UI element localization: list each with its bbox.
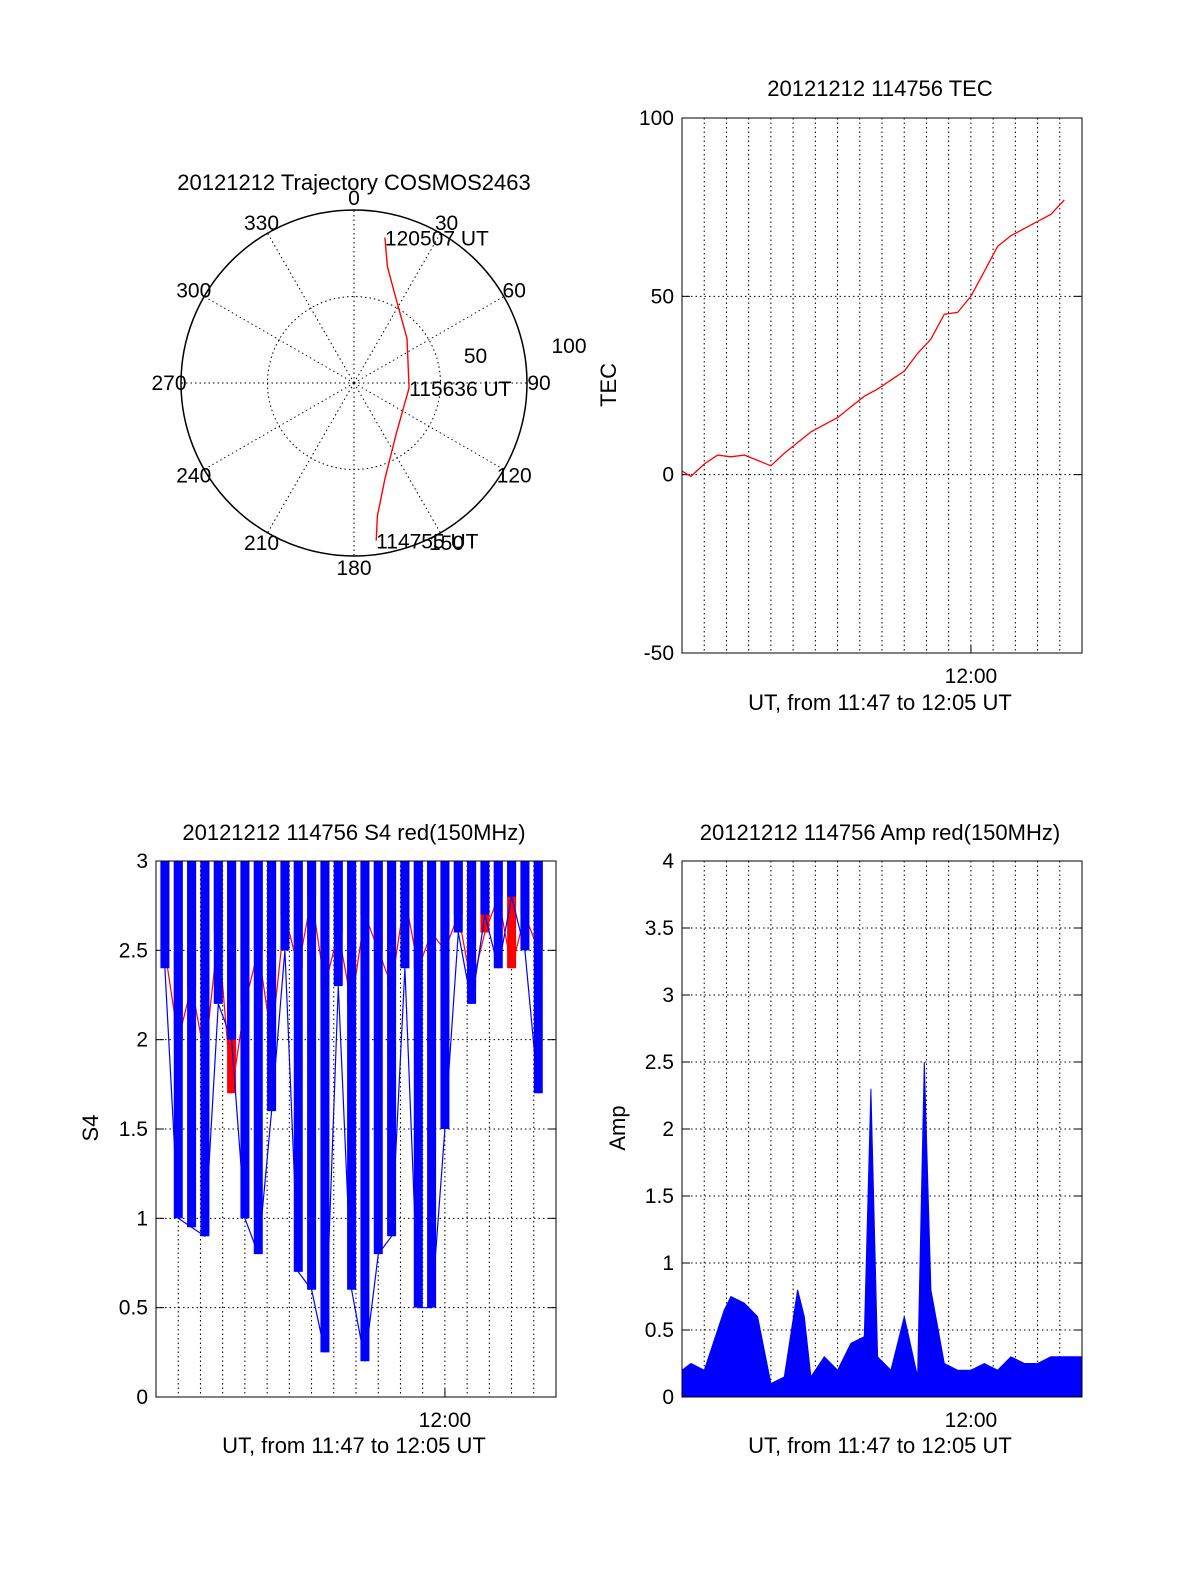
y-tick-label: 2 — [136, 1029, 148, 1052]
amp-panel: 20121212 114756 Amp red(150MHz) Amp UT, … — [605, 820, 1083, 1458]
y-tick-label: 2 — [662, 1118, 674, 1141]
polar-spoke-210 — [267, 382, 355, 534]
y-tick-label: 0.5 — [645, 1319, 674, 1342]
y-tick-label: 1 — [662, 1252, 674, 1275]
polar-azimuth-label: 30 — [435, 212, 458, 235]
polar-spoke-30 — [353, 232, 441, 384]
polar-azimuth-label: 60 — [503, 280, 526, 303]
polar-outer-circle — [180, 209, 528, 557]
trajectory-title: 20121212 Trajectory COSMOS2463 — [177, 170, 530, 195]
y-tick-label: 1.5 — [645, 1185, 674, 1208]
polar-azimuth-label: 330 — [244, 212, 279, 235]
polar-radial-label: 100 — [551, 335, 586, 358]
polar-spoke-300 — [203, 296, 355, 384]
polar-azimuth-label: 0 — [348, 187, 360, 210]
x-tick-label: 12:00 — [945, 665, 998, 688]
polar-spoke-60 — [353, 296, 505, 384]
polar-spoke-120 — [353, 382, 505, 470]
polar-azimuth-label: 90 — [527, 372, 550, 395]
amp-title: 20121212 114756 Amp red(150MHz) — [700, 820, 1060, 845]
y-tick-label: 3 — [136, 850, 148, 873]
trajectory-time-label: 114755 UT — [376, 531, 479, 554]
plot-frame — [681, 860, 1083, 1398]
y-tick-label: 4 — [662, 850, 674, 873]
amp-ylabel: Amp — [605, 1105, 630, 1150]
y-tick-label: 0 — [662, 1386, 674, 1409]
s4-xlabel: UT, from 11:47 to 12:05 UT — [222, 1433, 486, 1458]
y-tick-label: 3.5 — [645, 917, 674, 940]
polar-spoke-150 — [353, 382, 441, 534]
plot-frame — [681, 117, 1083, 654]
polar-azimuth-label: 300 — [176, 280, 211, 303]
series-area — [681, 1061, 1083, 1398]
y-tick-label: 0.5 — [119, 1297, 148, 1320]
y-tick-label: 0 — [136, 1386, 148, 1409]
y-tick-label: 1.5 — [119, 1118, 148, 1141]
trajectory-panel: 20121212 Trajectory COSMOS2463 0 30 60 90 12… — [151, 170, 586, 580]
polar-azimuth-label: 120 — [497, 465, 532, 488]
x-tick-label: 12:00 — [419, 1409, 472, 1432]
y-tick-label: 1 — [136, 1207, 148, 1230]
polar-radial-label: 50 — [464, 345, 487, 368]
series-line — [164, 896, 539, 1362]
polar-azimuth-label: 180 — [336, 557, 371, 580]
s4-title: 20121212 114756 S4 red(150MHz) — [182, 820, 525, 845]
tec-xlabel: UT, from 11:47 to 12:05 UT — [748, 690, 1012, 715]
y-tick-label: 2.5 — [645, 1051, 674, 1074]
polar-azimuth-label: 150 — [429, 532, 464, 555]
tec-title: 20121212 114756 TEC — [767, 76, 993, 101]
trajectory-time-label: 115636 UT — [409, 378, 512, 401]
y-tick-label: 50 — [651, 285, 674, 308]
polar-azimuth-label: 270 — [151, 372, 186, 395]
polar-azimuth-label: 210 — [244, 532, 279, 555]
tec-ylabel: TEC — [596, 363, 621, 407]
y-tick-label: 0 — [662, 464, 674, 487]
series-line — [681, 199, 1065, 478]
amp-xlabel: UT, from 11:47 to 12:05 UT — [748, 1433, 1012, 1458]
polar-spoke-330 — [267, 232, 355, 384]
polar-spoke-240 — [203, 382, 355, 470]
y-tick-label: 100 — [639, 107, 674, 130]
y-tick-label: 2.5 — [119, 939, 148, 962]
tec-panel: 20121212 114756 TEC TEC UT, from 11:47 t… — [596, 76, 1083, 715]
y-tick-label: 3 — [662, 984, 674, 1007]
s4-ylabel: S4 — [78, 1115, 103, 1142]
trajectory-time-label: 120507 UT — [385, 227, 489, 250]
plot-frame — [155, 860, 557, 1398]
x-tick-label: 12:00 — [945, 1409, 998, 1432]
s4-panel: 20121212 114756 S4 red(150MHz) S4 UT, fr… — [78, 820, 557, 1458]
y-tick-label: -50 — [644, 642, 674, 665]
polar-azimuth-label: 240 — [176, 465, 211, 488]
trajectory-track — [375, 237, 410, 541]
